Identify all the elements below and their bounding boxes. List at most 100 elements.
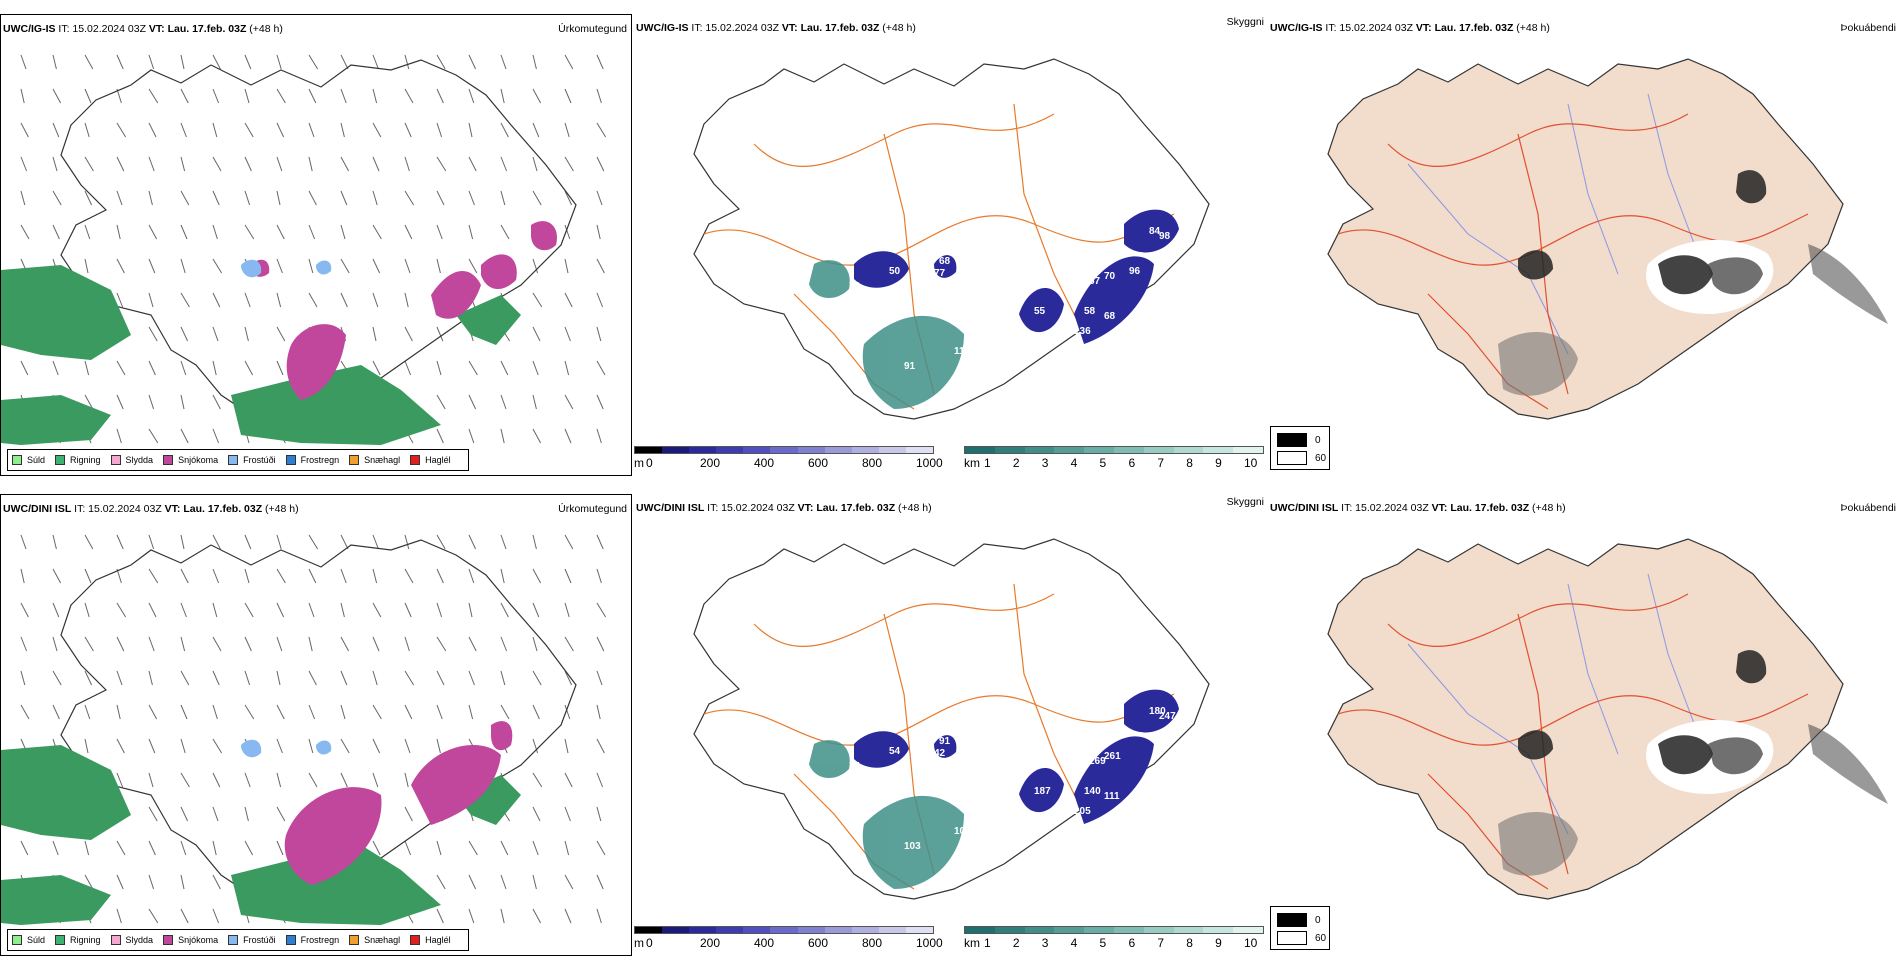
visibility-areas xyxy=(809,740,964,889)
wind-barb xyxy=(436,88,444,104)
wind-barb xyxy=(180,534,185,550)
wind-barb xyxy=(308,568,317,584)
wind-barb xyxy=(148,156,155,172)
wind-barb xyxy=(500,670,506,686)
wind-barb xyxy=(404,190,415,206)
panel-header: UWC/IG-IS IT: 15.02.2024 03Z VT: Lau. 17… xyxy=(636,22,916,34)
wind-barb xyxy=(276,258,283,274)
colorbar-segment xyxy=(1054,927,1085,933)
wind-barb xyxy=(52,670,62,686)
wind-barb xyxy=(436,636,447,652)
legend-item: Haglél xyxy=(410,455,451,465)
height-value-label: 70 xyxy=(1104,271,1116,282)
wind-barb xyxy=(84,224,91,240)
wind-barb xyxy=(20,568,25,584)
wind-barb xyxy=(564,534,574,550)
legend-item: Haglél xyxy=(410,935,451,945)
wind-barb xyxy=(564,292,573,308)
colorbar-tick: 2 xyxy=(1012,936,1020,950)
valid-time-label: VT: xyxy=(164,503,181,515)
colorbar-strip xyxy=(964,926,1264,934)
colorbar-segment xyxy=(1173,927,1204,933)
colorbar-segment xyxy=(716,927,744,933)
height-value-label: 199 xyxy=(964,866,981,877)
wind-barb xyxy=(500,602,509,618)
wind-barb xyxy=(404,772,409,788)
colorbar-strip xyxy=(634,926,934,934)
wind-barb xyxy=(180,636,186,652)
freezing-area xyxy=(241,739,262,758)
colorbar-tick: 400 xyxy=(754,936,775,950)
model-name: UWC/IG-IS xyxy=(636,22,689,34)
wind-barb xyxy=(148,258,156,274)
height-value-label: 247 xyxy=(1159,711,1176,722)
wind-barb xyxy=(148,394,155,410)
iceland-land xyxy=(1327,58,1844,420)
freezing-area xyxy=(241,259,262,278)
wind-barb xyxy=(564,88,572,104)
wind-barb xyxy=(340,224,346,240)
wind-barb xyxy=(436,394,446,410)
wind-barb xyxy=(244,568,250,584)
wind-barb xyxy=(212,568,220,584)
wind-barb xyxy=(116,156,125,172)
height-value-label: 150 xyxy=(964,386,981,397)
legend-swatch xyxy=(110,455,121,465)
colorbar-segment xyxy=(1024,927,1055,933)
precip-type-map xyxy=(1,54,607,445)
fog-legend-row: 60 xyxy=(1277,931,1326,945)
colorbar-labels: m 0 200 400 600 800 1000 xyxy=(634,456,943,472)
wind-barb xyxy=(180,360,187,376)
height-value-label: 98 xyxy=(1159,231,1171,242)
legend-swatch xyxy=(55,935,66,945)
wind-barb xyxy=(244,704,255,720)
wind-barb xyxy=(372,636,380,652)
wind-barb xyxy=(84,190,93,206)
wind-barb xyxy=(116,670,123,686)
wind-barb xyxy=(52,122,60,138)
cloud-base-panel: UWC/IG-IS IT: 15.02.2024 03Z VT: Lau. 17… xyxy=(634,14,1266,476)
wind-barb xyxy=(308,258,314,274)
wind-barb xyxy=(20,88,25,104)
colorbar-tick: 6 xyxy=(1128,456,1136,470)
legend-swatch xyxy=(228,935,239,945)
height-value-label: 933 xyxy=(914,771,931,782)
wind-barb xyxy=(244,360,254,376)
colorbar-tick: 800 xyxy=(862,456,883,470)
wind-barb xyxy=(308,88,317,104)
height-value-label: 112 xyxy=(974,786,991,797)
panel-title: Úrkomutegund xyxy=(558,23,627,35)
legend-item: Frostregn xyxy=(285,935,339,945)
legend-label: Snæhagl xyxy=(364,935,401,945)
wind-barb xyxy=(276,602,285,618)
wind-barb xyxy=(84,636,94,652)
wind-barb xyxy=(500,156,508,172)
wind-barb xyxy=(244,122,254,138)
wind-barb xyxy=(244,772,251,788)
wind-barb xyxy=(468,156,477,172)
wind-barb xyxy=(116,122,127,138)
wind-barb xyxy=(244,636,252,652)
wind-barb xyxy=(596,534,604,550)
colorbar-segment xyxy=(743,447,771,453)
wind-barb xyxy=(404,704,413,720)
valid-time-label: VT: xyxy=(797,502,814,514)
legend-swatch xyxy=(228,455,239,465)
wind-barb xyxy=(244,326,249,342)
wind-barb xyxy=(180,54,185,70)
wind-barb xyxy=(500,394,507,410)
fog-areas xyxy=(1498,170,1888,396)
wind-barb xyxy=(340,568,347,584)
wind-barb xyxy=(180,224,188,240)
wind-barb xyxy=(436,704,443,720)
wind-barb xyxy=(500,88,505,104)
wind-barb xyxy=(180,88,189,104)
wind-barb xyxy=(404,534,410,550)
height-value-label: 104 xyxy=(1034,266,1051,277)
colorbar-strip xyxy=(964,446,1264,454)
panel-header: UWC/DINI ISL IT: 15.02.2024 03Z VT: Lau.… xyxy=(1270,502,1566,514)
wind-barb xyxy=(212,636,222,652)
wind-barb xyxy=(468,258,478,274)
wind-barb xyxy=(532,840,539,856)
